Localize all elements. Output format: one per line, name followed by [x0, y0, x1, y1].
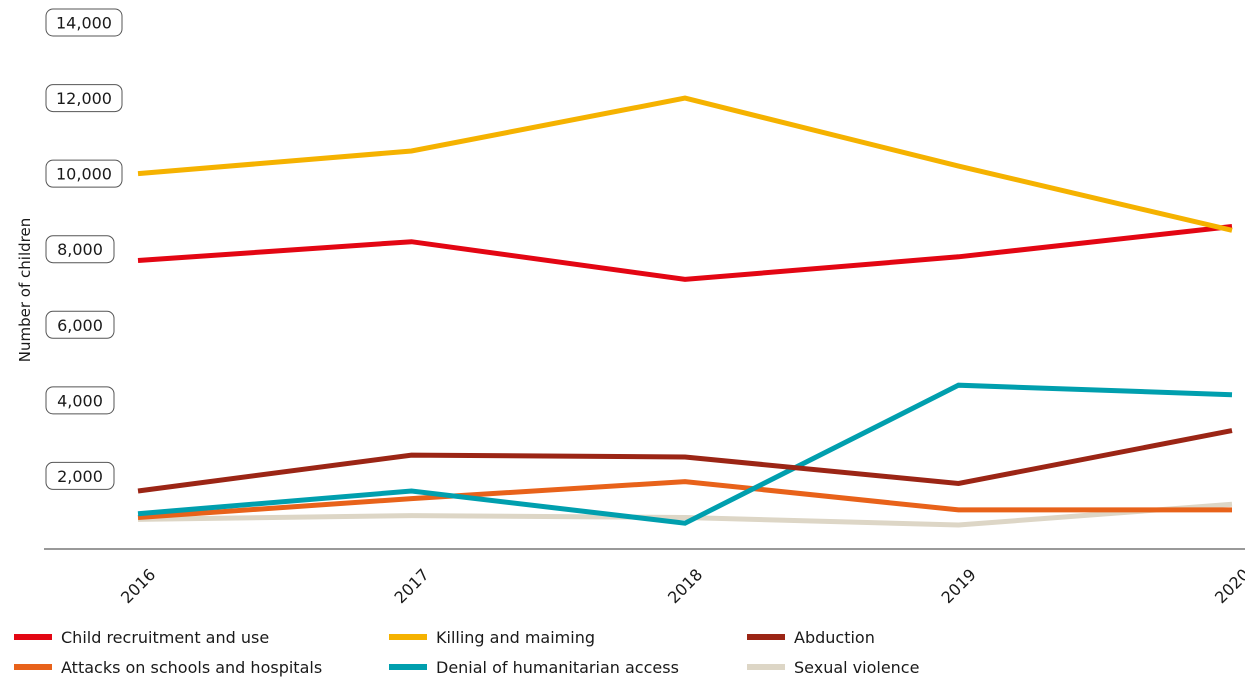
x-tick-labels: 2016 2017 2018 2019 2020 [117, 565, 1245, 607]
legend-label: Abduction [794, 627, 875, 647]
legend-swatch [747, 664, 785, 670]
legend-item: Child recruitment and use [14, 624, 269, 650]
legend-label: Child recruitment and use [61, 627, 270, 647]
y-axis-label-text: Number of children [16, 218, 34, 362]
series-line-attacks-on-schools-and-hospitals [137, 479, 1232, 520]
legend-label: Killing and maiming [436, 627, 596, 647]
legend-swatch [14, 664, 52, 670]
y-tick-box [45, 84, 123, 113]
y-tick-2000: 2,000 [45, 461, 115, 490]
legend-item: Abduction [747, 624, 875, 650]
y-tick-6000: 6,000 [45, 310, 115, 339]
y-tick-box [45, 310, 115, 339]
y-tick-label: 4,000 [57, 391, 103, 410]
y-tick-label: 6,000 [57, 316, 103, 335]
legend: Child recruitment and use Killing and mai… [14, 624, 1234, 682]
legend-label: Denial of humanitarian access [436, 657, 679, 677]
y-tick-4000: 4,000 [45, 386, 115, 415]
series-line-child-recruitment-and-use [137, 224, 1233, 282]
x-tick-2019: 2019 [937, 565, 979, 607]
legend-swatch [389, 634, 427, 640]
y-tick-box [45, 8, 123, 37]
y-tick-label: 12,000 [56, 89, 112, 108]
y-axis-label: Number of children [16, 218, 34, 362]
y-tick-label: 14,000 [56, 13, 112, 32]
series-line-abduction [137, 428, 1233, 494]
y-tick-14000: 14,000 [45, 8, 123, 37]
series-line-killing-and-maiming [137, 95, 1233, 233]
legend-item: Attacks on schools and hospitals [14, 654, 322, 680]
legend-item: Killing and maiming [389, 624, 595, 650]
y-tick-box [45, 159, 123, 188]
legend-swatch [747, 634, 785, 640]
y-tick-box [45, 461, 115, 490]
legend-label: Sexual violence [794, 657, 920, 677]
y-tick-12000: 12,000 [45, 84, 123, 113]
x-tick-2018: 2018 [664, 565, 706, 607]
legend-swatch [14, 634, 52, 640]
series-lines [137, 95, 1233, 528]
series-line-denial-of-humanitarian-access [137, 382, 1233, 526]
y-tick-label: 8,000 [57, 240, 103, 259]
x-tick-2020: 2020 [1211, 565, 1245, 607]
y-tick-box [45, 235, 115, 264]
legend-item: Denial of humanitarian access [389, 654, 679, 680]
y-tick-labels: 2,000 4,000 6,000 8,000 10,000 12,000 14,000 [45, 8, 123, 490]
y-tick-box [45, 386, 115, 415]
x-tick-2016: 2016 [117, 565, 159, 607]
series-line-sexual-violence [137, 501, 1233, 528]
legend-label: Attacks on schools and hospitals [61, 657, 323, 677]
legend-swatch [389, 664, 427, 670]
y-tick-10000: 10,000 [45, 159, 123, 188]
y-tick-label: 10,000 [56, 165, 112, 184]
x-tick-2017: 2017 [390, 565, 432, 607]
legend-item: Sexual violence [747, 654, 919, 680]
line-chart: Number of children 2,000 4,000 6,000 8,000 1… [16, 8, 1245, 607]
y-tick-8000: 8,000 [45, 235, 115, 264]
y-tick-label: 2,000 [57, 467, 103, 486]
